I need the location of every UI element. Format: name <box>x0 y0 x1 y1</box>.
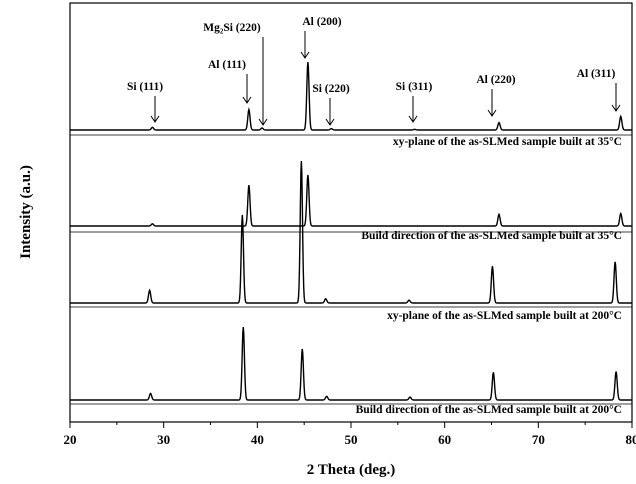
peak-annotation: Si (220) <box>312 83 350 126</box>
peak-label: Al (311) <box>577 68 616 80</box>
peak-annotations: Si (111) Al (111) Mg₂Si (220) Al (200) Si (2… <box>127 16 621 126</box>
x-axis: 20 30 40 50 60 70 80 <box>64 422 636 447</box>
x-tick-label: 30 <box>157 432 170 447</box>
peak-label: Al (200) <box>302 16 341 28</box>
peak-annotation: Al (111) <box>208 59 252 104</box>
plot-frame <box>69 2 633 423</box>
x-tick-label: 60 <box>438 432 451 447</box>
peak-arrow-head <box>487 109 497 117</box>
peak-annotation: Si (311) <box>396 81 433 123</box>
panel-1: xy-plane of the as-SLMed sample built at… <box>70 61 632 148</box>
peak-annotation: Si (111) <box>127 81 163 123</box>
peak-arrow-head <box>150 115 160 123</box>
x-tick-label: 70 <box>532 432 545 447</box>
panel-caption: Build direction of the as-SLMed sample b… <box>361 230 622 242</box>
panel-caption: Build direction of the as-SLMed sample b… <box>356 404 622 416</box>
xrd-pattern-line <box>70 61 632 131</box>
peak-annotation: Al (220) <box>476 74 516 117</box>
panel-3: xy-plane of the as-SLMed sample built at… <box>70 160 632 322</box>
peak-arrow-head <box>611 104 621 112</box>
x-tick-label: 80 <box>626 432 636 447</box>
peak-label: Al (220) <box>476 74 515 86</box>
peak-label: Si (220) <box>312 83 350 95</box>
panels: xy-plane of the as-SLMed sample built at… <box>70 61 632 416</box>
xrd-pattern-line <box>70 160 632 304</box>
panel-caption: xy-plane of the as-SLMed sample built at… <box>387 310 622 322</box>
y-axis-title: Intensity (a.u.) <box>18 165 34 259</box>
peak-label: Si (111) <box>127 81 163 93</box>
xrd-pattern-line <box>70 174 632 227</box>
x-tick-label: 40 <box>251 432 264 447</box>
peak-arrow-head <box>408 115 418 123</box>
panel-caption: xy-plane of the as-SLMed sample built at… <box>393 136 622 148</box>
x-axis-title: 2 Theta (deg.) <box>307 462 395 478</box>
peak-label: Si (311) <box>396 81 433 93</box>
panel-2: Build direction of the as-SLMed sample b… <box>70 174 632 242</box>
peak-arrow-head <box>325 118 335 126</box>
peak-arrow-head <box>258 118 268 126</box>
peak-annotation: Al (311) <box>577 68 621 112</box>
xrd-pattern-line <box>70 326 632 401</box>
x-tick-label: 50 <box>345 432 358 447</box>
peak-annotation: Mg₂Si (220) <box>203 22 268 126</box>
peak-label: Al (111) <box>208 59 246 71</box>
peak-annotation: Al (200) <box>300 16 342 59</box>
panel-4: Build direction of the as-SLMed sample b… <box>70 326 632 416</box>
peak-label: Mg₂Si (220) <box>203 22 261 34</box>
peak-arrow-head <box>242 96 252 104</box>
x-tick-label: 20 <box>64 432 77 447</box>
peak-arrow-head <box>300 51 310 59</box>
